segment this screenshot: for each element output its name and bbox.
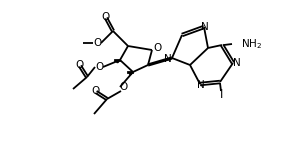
Text: O: O	[93, 38, 101, 48]
Text: O: O	[75, 60, 83, 70]
Text: N: N	[197, 80, 205, 90]
Text: N: N	[164, 53, 172, 63]
Text: O: O	[91, 86, 99, 96]
Text: O: O	[120, 82, 128, 92]
Text: N: N	[201, 21, 209, 31]
Text: O: O	[102, 13, 110, 23]
Text: O: O	[153, 43, 161, 53]
Text: O: O	[95, 62, 103, 72]
Text: N: N	[233, 59, 241, 69]
Text: I: I	[220, 89, 224, 101]
Text: NH$_2$: NH$_2$	[241, 37, 262, 51]
